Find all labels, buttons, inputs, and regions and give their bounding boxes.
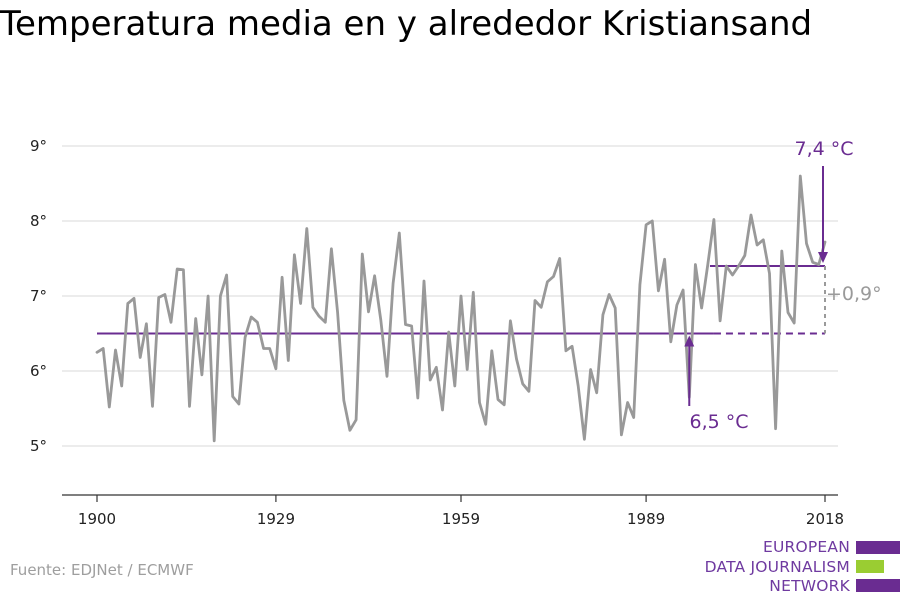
logo-bar-purple-top	[856, 541, 900, 554]
y-tick-label-7: 7°	[30, 287, 47, 305]
x-tick-label-1900: 1900	[78, 510, 116, 528]
y-tick-label-9: 9°	[30, 137, 47, 155]
x-tick-label-1929: 1929	[257, 510, 295, 528]
x-tick-label-1989: 1989	[627, 510, 665, 528]
difference-label: +0,9°	[826, 283, 882, 305]
recent-arrowhead	[818, 252, 828, 263]
page-title: Temperatura media en y alrededor Kristia…	[0, 4, 813, 44]
x-tick-label-2018: 2018	[806, 510, 844, 528]
logo-bar-purple-bottom	[856, 579, 900, 592]
baseline-label: 6,5 °C	[689, 411, 748, 433]
y-tick-label-6: 6°	[30, 362, 47, 380]
logo-line-3: NETWORK	[769, 577, 850, 595]
x-axis-ticks: 1900 1929 1959 1989 2018	[78, 495, 844, 528]
y-tick-label-5: 5°	[30, 437, 47, 455]
source-note: Fuente: EDJNet / ECMWF	[10, 561, 194, 579]
y-axis-labels: 5° 6° 7° 8° 9°	[30, 137, 47, 455]
annotations: 6,5 °C 7,4 °C +0,9°	[684, 138, 882, 433]
y-tick-label-8: 8°	[30, 212, 47, 230]
x-tick-label-1959: 1959	[442, 510, 480, 528]
series-layer	[95, 174, 827, 443]
recent-label: 7,4 °C	[794, 138, 853, 160]
edjnet-logo: EUROPEAN DATA JOURNALISM NETWORK	[700, 538, 900, 600]
temperature-series-line	[95, 174, 827, 443]
logo-bar-green	[856, 560, 884, 573]
logo-line-1: EUROPEAN	[762, 538, 850, 556]
logo-line-2: DATA JOURNALISM	[704, 558, 850, 576]
baseline-arrowhead	[684, 335, 695, 347]
